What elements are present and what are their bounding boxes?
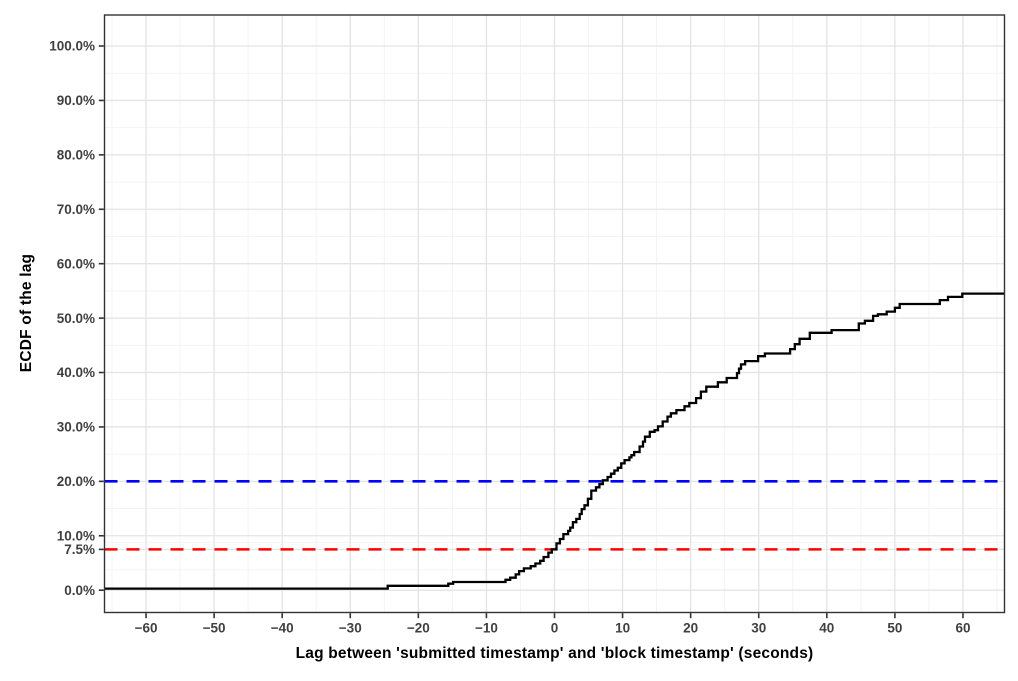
y-tick-label: 50.0% [57,311,95,326]
y-tick-label: 30.0% [57,420,95,435]
y-tick-label: 0.0% [64,583,95,598]
x-tick-label: −60 [135,621,158,636]
x-tick-label: 30 [751,621,766,636]
y-axis-tick-labels: 0.0% 7.5%10.0% 20.0% 30.0% 40.0% 50.0% 60.0% 70… [49,39,95,598]
gridlines-major [104,15,1005,613]
y-tick-label: 100.0% [49,39,95,54]
panel-border [103,14,1006,614]
ecdf-step-line [104,292,1005,590]
x-tick-label: 10 [615,621,630,636]
x-tick-label: 60 [955,621,970,636]
axis-tick-marks [98,45,964,619]
y-axis-title: ECDF of the lag [18,253,35,373]
x-axis-tick-labels: −60 −50 −40 −30 −20 −10 0 10 20 30 40 50 60 [135,621,971,636]
y-tick-label: 80.0% [57,148,95,163]
y-tick-label: 10.0% [57,528,95,543]
y-tick-label: 70.0% [57,202,95,217]
y-tick-label: 90.0% [57,93,95,108]
x-tick-label: 40 [819,621,834,636]
y-tick-label: 40.0% [57,365,95,380]
x-tick-label: −50 [203,621,226,636]
y-tick-label: 20.0% [57,474,95,489]
x-tick-label: −20 [407,621,430,636]
x-axis-title: Lag between 'submitted timestamp' and 'b… [295,645,814,662]
x-tick-label: −10 [475,621,498,636]
x-tick-label: 50 [887,621,902,636]
x-tick-label: −30 [339,621,362,636]
x-tick-label: −40 [271,621,294,636]
y-tick-label: 60.0% [57,256,95,271]
x-tick-label: 20 [683,621,698,636]
x-tick-label: 0 [551,621,559,636]
y-tick-label: 7.5% [64,542,95,557]
